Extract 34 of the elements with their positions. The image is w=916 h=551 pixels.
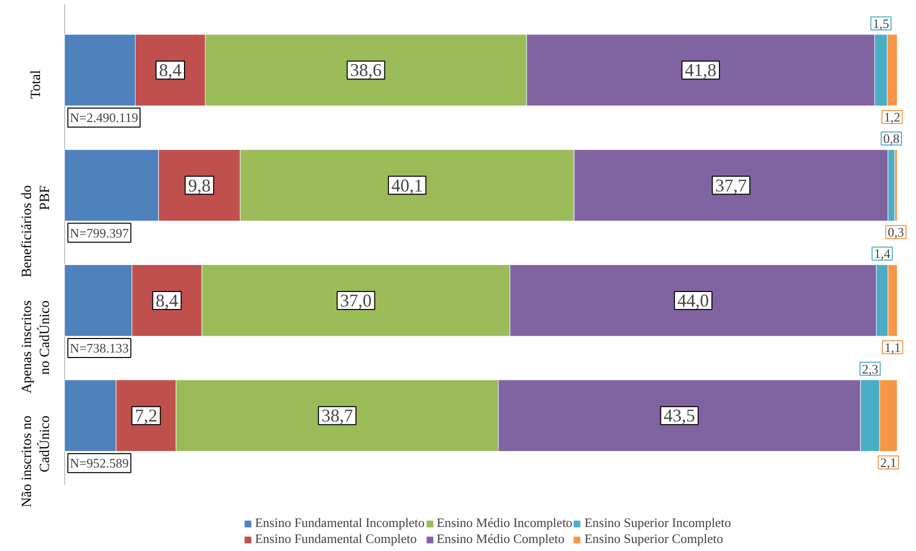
data-label: 40,1 — [391, 175, 423, 196]
annotation: N=738.133 — [70, 340, 129, 356]
data-label: 1,2 — [884, 109, 900, 124]
annotation: N=799.397 — [70, 225, 130, 240]
data-label: 8,4 — [156, 290, 178, 310]
data-label: 2,1 — [880, 454, 897, 470]
annotation: N=2.490.119 — [70, 110, 138, 126]
y-tick-label: Total — [29, 70, 44, 99]
data-label: 1,1 — [884, 340, 901, 355]
legend-label: Ensino Médio Completo — [436, 531, 565, 547]
legend-label: Ensino Fundamental Completo — [254, 531, 417, 547]
annotation: N=952.589 — [70, 456, 129, 471]
data-label: 43,5 — [664, 406, 696, 426]
y-tick-label: Não inscritos no CadÚnico — [20, 416, 53, 508]
legend-label: Ensino Médio Incompleto — [436, 515, 572, 531]
data-label: 2,3 — [862, 361, 878, 376]
data-label: 1,5 — [872, 16, 890, 31]
data-label: 37,7 — [715, 175, 747, 196]
data-label: 7,2 — [134, 406, 158, 426]
data-label: 37,0 — [340, 290, 372, 310]
data-label: 38,7 — [321, 406, 353, 426]
data-label: 8,4 — [159, 60, 182, 80]
legend-label: Ensino Superior Completo — [584, 531, 724, 547]
data-label: 1,4 — [874, 246, 891, 262]
legend-label: Ensino Fundamental Incompleto — [254, 515, 425, 531]
data-label: 9,8 — [188, 175, 211, 196]
y-tick-label: Beneficiários do PBF — [20, 185, 53, 278]
data-label: 0,3 — [888, 224, 904, 240]
data-label: 44,0 — [677, 290, 709, 310]
y-tick-label: Apenas inscritos no CadÚnico — [20, 300, 53, 394]
data-label: 38,6 — [350, 60, 382, 80]
legend-label: Ensino Superior Incompleto — [584, 515, 732, 531]
data-label: 0,8 — [883, 130, 900, 146]
data-label: 41,8 — [684, 60, 716, 80]
